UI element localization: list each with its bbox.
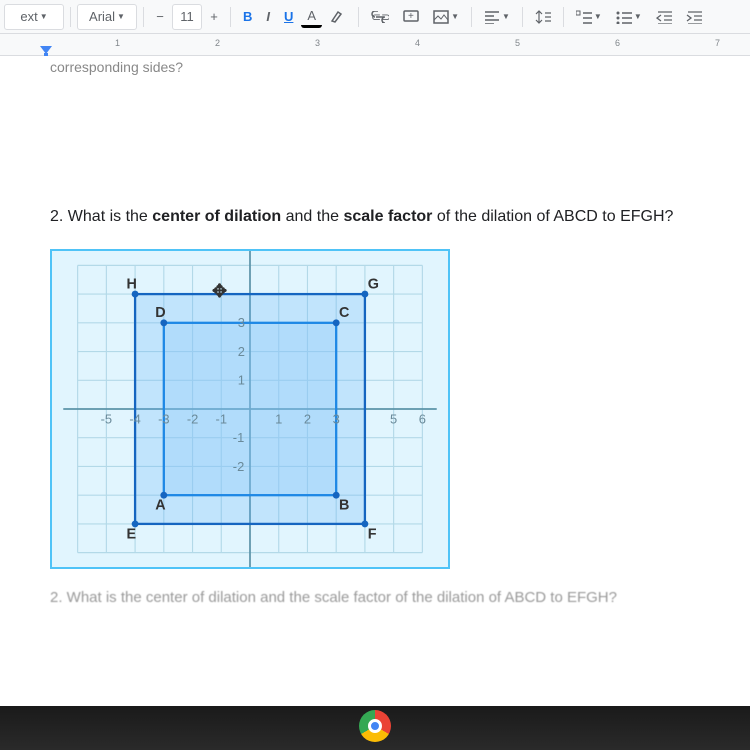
document-page[interactable]: corresponding sides? 2. What is the cent… [0, 56, 750, 706]
svg-text:6: 6 [419, 411, 426, 426]
svg-text:2: 2 [238, 344, 245, 359]
svg-text:-4: -4 [129, 411, 140, 426]
line-spacing-button[interactable] [529, 4, 557, 30]
font-size-increase-button[interactable]: + [204, 4, 224, 30]
question-part-3: of the dilation of ABCD to EFGH? [432, 208, 673, 225]
insert-image-button[interactable]: ▼ [427, 4, 465, 30]
ruler-mark-3: 3 [315, 38, 320, 48]
font-name-label: Arial [89, 9, 115, 24]
underline-button[interactable]: U [278, 4, 299, 30]
svg-text:F: F [368, 526, 377, 542]
svg-text:B: B [339, 498, 349, 514]
bold-button[interactable]: B [237, 4, 258, 30]
svg-text:5: 5 [390, 411, 397, 426]
svg-text:-2: -2 [187, 411, 198, 426]
taskbar [0, 706, 750, 750]
ruler-mark-7: 7 [715, 38, 720, 48]
svg-text:1: 1 [238, 373, 245, 388]
svg-text:H: H [126, 276, 136, 292]
separator [522, 7, 523, 27]
svg-text:+: + [408, 11, 414, 22]
separator [471, 7, 472, 27]
separator [230, 7, 231, 27]
svg-text:D: D [155, 305, 165, 321]
bullet-list-button[interactable]: ▼ [610, 4, 648, 30]
svg-text:-1: -1 [233, 430, 244, 445]
question-number: 2. [50, 208, 68, 225]
bullet-list-icon [616, 10, 632, 24]
chevron-down-icon: ▼ [117, 12, 125, 21]
svg-text:-3: -3 [158, 411, 169, 426]
svg-text:1: 1 [275, 411, 282, 426]
indent-decrease-button[interactable] [650, 4, 678, 30]
highlight-icon [330, 9, 346, 25]
question-bold-2: scale factor [343, 208, 432, 225]
svg-text:-1: -1 [216, 411, 227, 426]
dilation-chart[interactable]: -5 -4 -3 -2 -1 1 2 3 5 6 1 2 3 -1 -2 H G D C A B E F ✥ [50, 249, 450, 569]
indent-inc-icon [686, 10, 702, 24]
svg-text:-5: -5 [101, 411, 112, 426]
svg-text:⊂⊃: ⊂⊃ [371, 11, 389, 23]
tab-indent-marker[interactable] [40, 46, 52, 56]
svg-text:3: 3 [333, 411, 340, 426]
highlight-button[interactable] [324, 4, 352, 30]
question-bold-1: center of dilation [152, 208, 281, 225]
svg-text:3: 3 [238, 315, 245, 330]
ruler-mark-1: 1 [115, 38, 120, 48]
question-part-2: and the [281, 208, 343, 225]
insert-comment-button[interactable]: + [397, 4, 425, 30]
ruler-mark-5: 5 [515, 38, 520, 48]
ruler-mark-6: 6 [615, 38, 620, 48]
italic-button[interactable]: I [260, 4, 276, 30]
svg-text:-2: -2 [233, 459, 244, 474]
text-color-label: A [307, 8, 316, 23]
chevron-down-icon: ▼ [40, 12, 48, 21]
image-icon [433, 10, 449, 24]
next-question-fragment: 2. What is the center of dilation and th… [50, 589, 700, 606]
horizontal-ruler[interactable]: 1 2 3 4 5 6 7 [0, 34, 750, 56]
svg-text:2: 2 [304, 411, 311, 426]
separator [358, 7, 359, 27]
comment-icon: + [403, 9, 419, 25]
svg-text:C: C [339, 305, 349, 321]
chrome-icon[interactable] [359, 710, 391, 742]
line-spacing-icon [535, 10, 551, 24]
separator [70, 7, 71, 27]
align-button[interactable]: ▼ [478, 4, 516, 30]
chevron-down-icon: ▼ [634, 12, 642, 21]
insert-link-button[interactable]: ⊂⊃ [365, 4, 395, 30]
checklist-button[interactable]: ▼ [570, 4, 608, 30]
indent-dec-icon [656, 10, 672, 24]
separator [143, 7, 144, 27]
chevron-down-icon: ▼ [451, 12, 459, 21]
align-icon [484, 10, 500, 24]
indent-increase-button[interactable] [680, 4, 708, 30]
text-color-button[interactable]: A [301, 6, 322, 28]
move-cursor-icon: ✥ [212, 281, 227, 302]
link-icon: ⊂⊃ [371, 11, 389, 23]
coordinate-grid-svg: -5 -4 -3 -2 -1 1 2 3 5 6 1 2 3 -1 -2 H G D C A B E F [52, 251, 448, 567]
ruler-mark-4: 4 [415, 38, 420, 48]
chevron-down-icon: ▼ [502, 12, 510, 21]
svg-text:E: E [126, 526, 136, 542]
separator [563, 7, 564, 27]
chevron-down-icon: ▼ [594, 12, 602, 21]
style-select[interactable]: ext▼ [4, 4, 64, 30]
formatting-toolbar: ext▼ Arial▼ − 11 + B I U A ⊂⊃ + ▼ ▼ ▼ ▼ [0, 0, 750, 34]
ruler-mark-2: 2 [215, 38, 220, 48]
svg-text:A: A [155, 498, 165, 514]
question-text: 2. What is the center of dilation and th… [50, 205, 700, 229]
font-size-decrease-button[interactable]: − [150, 4, 170, 30]
checklist-icon [576, 10, 592, 24]
font-select[interactable]: Arial▼ [77, 4, 137, 30]
previous-question-fragment: corresponding sides? [50, 56, 700, 75]
svg-text:G: G [368, 276, 379, 292]
font-size-input[interactable]: 11 [172, 4, 202, 30]
question-part-1: What is the [68, 208, 152, 225]
style-select-label: ext [20, 9, 37, 24]
chrome-center [368, 719, 382, 733]
